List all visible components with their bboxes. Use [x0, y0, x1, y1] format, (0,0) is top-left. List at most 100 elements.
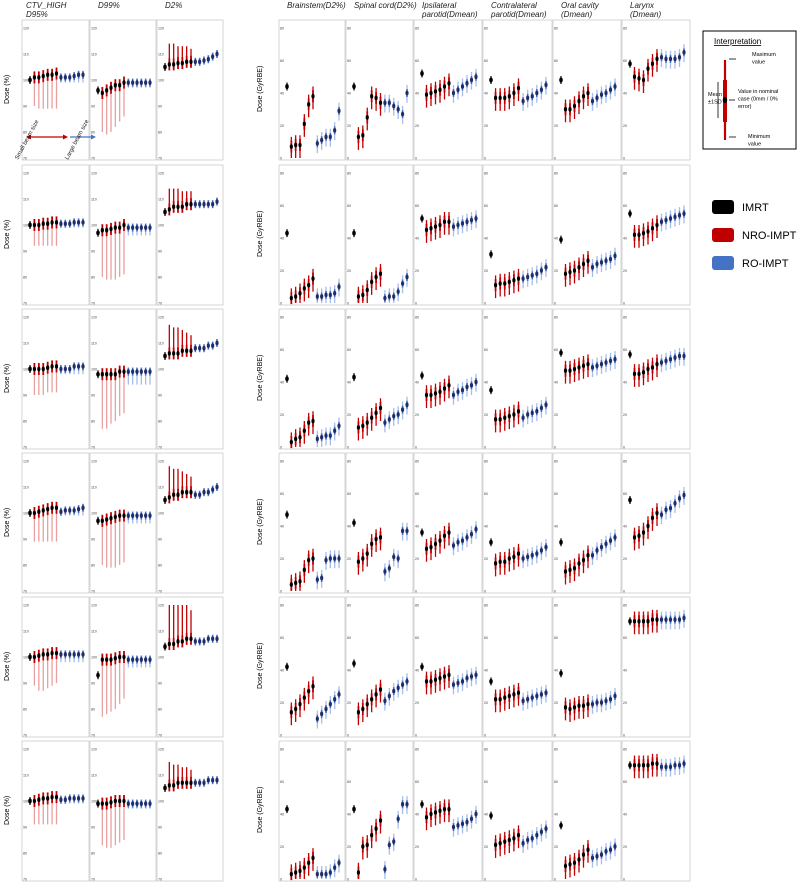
ro-point [535, 693, 539, 699]
tick-label: 60 [554, 780, 558, 784]
nro-point [586, 361, 590, 367]
tick-label: 100 [91, 79, 97, 83]
patient-row: Pt.1Dose (%)Dose (GyRBE)7080901001101207… [4, 19, 691, 161]
tick-label: 80 [554, 316, 558, 320]
nro-point [493, 95, 498, 101]
nro-point [493, 842, 498, 848]
tick-label: 80 [347, 460, 351, 464]
ro-point [68, 796, 72, 801]
y-axis-label-right: Dose (GyRBE) [257, 643, 264, 689]
tick-label: 0 [415, 302, 417, 306]
tick-label: 80 [554, 604, 558, 608]
nro-point [516, 832, 521, 838]
nro-point [374, 691, 378, 697]
tick-label: 40 [623, 237, 627, 241]
nro-point [424, 92, 429, 98]
nro-point [122, 369, 126, 374]
chart-panel: 0 20 40 60 80 [413, 164, 483, 306]
chart-panel: 0 20 40 60 80 [552, 740, 622, 882]
tick-label: 120 [23, 748, 29, 752]
ro-point [460, 220, 465, 226]
nro-point [365, 842, 369, 848]
nro-point [172, 492, 176, 498]
imrt-point [352, 660, 356, 667]
nro-point [113, 225, 117, 231]
nro-point [167, 351, 171, 356]
tick-label: 80 [623, 172, 627, 176]
ro-point [474, 672, 478, 678]
nro-point [289, 295, 293, 301]
tick-label: 40 [415, 525, 419, 529]
ro-point [451, 824, 456, 830]
ro-point [456, 87, 460, 93]
tick-label: 0 [347, 157, 349, 161]
ro-point [451, 392, 456, 398]
ro-point [148, 369, 152, 374]
chart-panel: 70 80 90 100 110 120 [21, 308, 90, 450]
tick-label: 60 [280, 780, 284, 784]
tick-label: 60 [280, 492, 284, 496]
nro-point [572, 103, 577, 109]
nro-point [311, 556, 315, 561]
ro-point [211, 777, 215, 783]
ro-point [333, 428, 337, 434]
panel-frame [89, 452, 157, 594]
tick-label: 80 [23, 708, 27, 712]
column-header-text: D99% [98, 1, 120, 10]
ro-point [613, 356, 617, 362]
ro-point [400, 111, 405, 117]
tick-label: 110 [23, 198, 29, 202]
interp-max-label: value [752, 60, 765, 66]
ro-point [608, 358, 613, 364]
nro-point [311, 855, 315, 861]
nro-point [289, 144, 293, 150]
nro-point [374, 95, 378, 101]
ro-point [68, 221, 72, 227]
tick-label: 0 [623, 878, 625, 882]
tick-label: 80 [23, 131, 27, 135]
nro-point [498, 840, 502, 846]
nro-point [646, 762, 650, 768]
nro-point [442, 806, 447, 812]
tick-label: 110 [23, 774, 29, 778]
ro-point [469, 674, 474, 679]
tick-label: 80 [347, 604, 351, 608]
tick-label: 20 [554, 124, 558, 128]
ro-point [604, 698, 608, 704]
ro-point [539, 87, 544, 93]
ro-point [396, 816, 400, 822]
tick-label: 70 [91, 734, 95, 738]
ro-point [324, 134, 328, 140]
nro-point [507, 556, 511, 561]
tick-label: 90 [158, 682, 162, 686]
chart-panel: 0 20 40 60 80 [278, 19, 346, 161]
nro-point [46, 506, 50, 512]
imrt-point [285, 664, 289, 670]
tick-label: 60 [554, 348, 558, 352]
tick-label: 80 [415, 27, 419, 31]
nro-point [563, 569, 568, 574]
nro-point [185, 489, 189, 495]
ro-point [193, 345, 197, 351]
nro-point [586, 552, 590, 558]
nro-point [572, 860, 577, 866]
nro-point [41, 652, 45, 657]
tick-label: 40 [484, 381, 488, 385]
tick-label: 20 [623, 701, 627, 705]
ro-point [526, 274, 530, 280]
small-beam-arrowhead [63, 134, 68, 140]
nro-point [568, 106, 572, 112]
ro-point [599, 544, 604, 550]
ro-point [315, 140, 319, 146]
ro-point [68, 75, 72, 80]
nro-point [37, 509, 41, 515]
chart-panel: 0 20 40 60 80 [278, 164, 346, 306]
nro-point [429, 90, 433, 96]
nro-point [370, 832, 374, 838]
chart-panel: 0 20 40 60 80 [621, 308, 691, 450]
tick-label: 0 [280, 302, 282, 306]
nro-point [572, 366, 577, 372]
nro-point [118, 513, 122, 518]
nro-point [655, 56, 659, 62]
nro-point [378, 534, 383, 540]
